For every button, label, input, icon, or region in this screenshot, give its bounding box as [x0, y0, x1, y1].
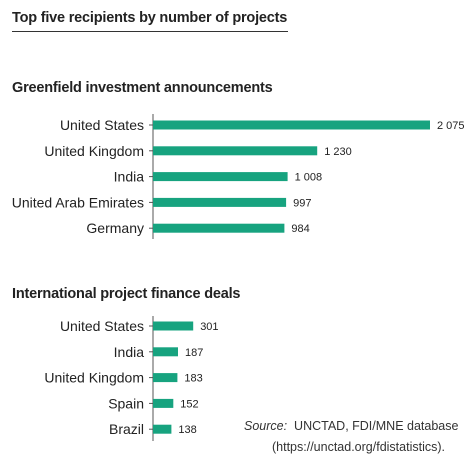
finance-category-label: Spain [108, 395, 144, 411]
greenfield-bar [153, 172, 288, 182]
finance-bar [153, 398, 174, 408]
greenfield-value-label: 2 075 [437, 120, 465, 132]
greenfield-category-label: United States [60, 117, 144, 133]
greenfield-value-label: 1 008 [295, 172, 323, 184]
greenfield-bar [153, 120, 430, 130]
finance-category-label: India [114, 344, 145, 360]
chart-title: Top five recipients by number of project… [12, 10, 288, 26]
finance-value-label: 187 [185, 347, 203, 359]
greenfield-category-label: United Kingdom [44, 143, 144, 159]
source-note: Source: UNCTAD, FDI/MNE database [244, 419, 458, 433]
finance-value-label: 152 [180, 398, 198, 410]
finance-bar [153, 373, 178, 383]
finance-bar [153, 321, 194, 331]
greenfield-category-label: United Arab Emirates [12, 194, 144, 210]
greenfield-category-label: India [114, 169, 145, 185]
greenfield-bar [153, 223, 285, 233]
greenfield-value-label: 984 [291, 223, 309, 235]
finance-category-label: United States [60, 318, 144, 334]
source-text: UNCTAD, FDI/MNE database [294, 419, 459, 433]
greenfield-section-title: Greenfield investment announcements [12, 80, 273, 96]
finance-bar [153, 424, 172, 434]
finance-value-label: 301 [200, 321, 218, 333]
source-url: (https://unctad.org/fdistatistics). [272, 440, 445, 454]
greenfield-category-label: Germany [86, 220, 144, 236]
project-finance-section-title: International project finance deals [12, 286, 241, 302]
greenfield-value-label: 997 [293, 197, 311, 209]
greenfield-bar [153, 197, 287, 207]
greenfield-value-label: 1 230 [324, 146, 352, 158]
source-label: Source: [244, 419, 288, 433]
finance-value-label: 183 [184, 373, 202, 385]
title-underline [12, 31, 288, 32]
finance-bar [153, 347, 178, 357]
finance-value-label: 138 [178, 424, 196, 436]
greenfield-bar [153, 146, 318, 156]
finance-category-label: Brazil [109, 421, 144, 437]
finance-category-label: United Kingdom [44, 370, 144, 386]
